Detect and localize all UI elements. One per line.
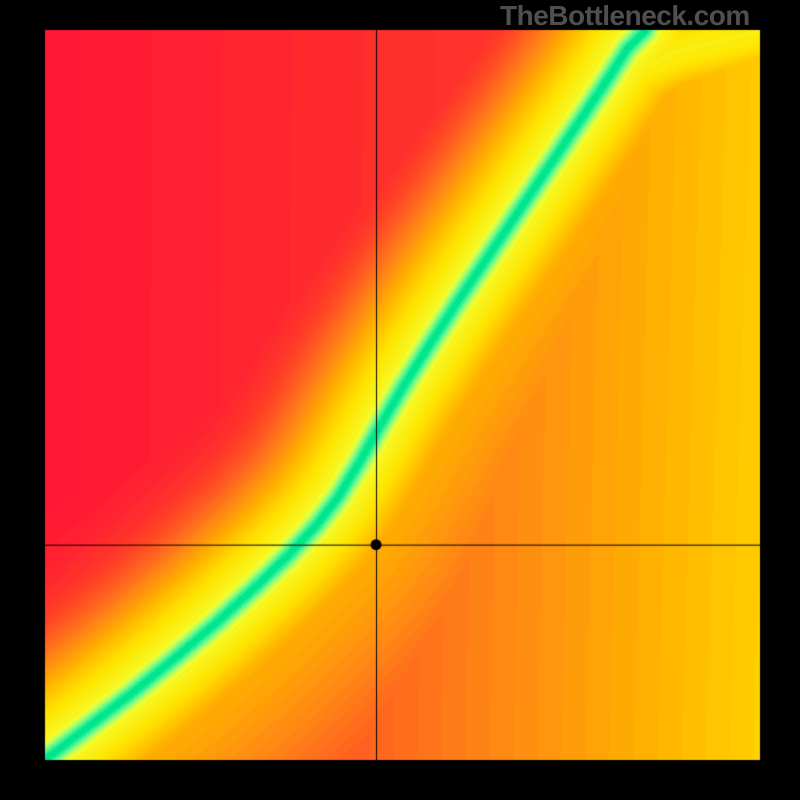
watermark-text: TheBottleneck.com: [500, 0, 750, 32]
bottleneck-heatmap: [0, 0, 800, 800]
